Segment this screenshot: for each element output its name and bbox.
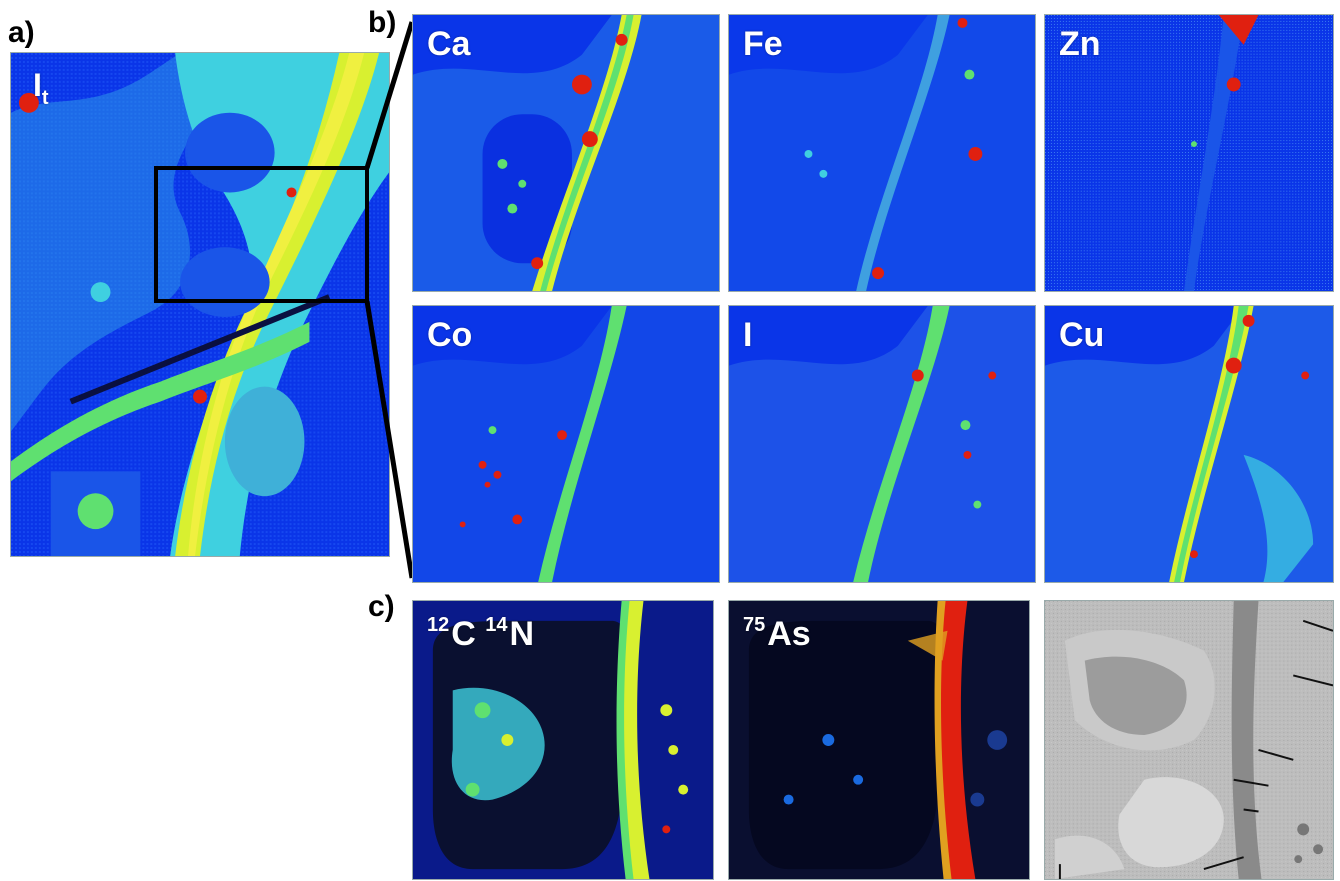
isotope-mass-n: 14 [485, 614, 508, 636]
element-map-image [413, 15, 719, 291]
map-label-zn: Zn [1059, 25, 1101, 63]
figure-caption-fragment [0, 0, 470, 14]
element-map-image [729, 15, 1035, 291]
map-label-ca: Ca [427, 25, 471, 63]
map-label-it-sub: t [41, 87, 49, 109]
element-map-i: I [728, 305, 1036, 583]
element-n: N [509, 615, 535, 653]
isotope-mass-c: 12 [427, 614, 450, 636]
map-label-fe: Fe [743, 25, 783, 63]
map-label-it: It [33, 69, 49, 108]
element-map-co: Co [412, 305, 720, 583]
element-map-image [1045, 15, 1333, 291]
element-map-image [729, 601, 1029, 879]
element-c: C [451, 615, 476, 653]
map-label-cu: Cu [1059, 316, 1105, 354]
tem-micrograph-image [1045, 601, 1333, 879]
panel-letter-a: a) [8, 16, 35, 49]
panel-letter-b: b) [368, 6, 397, 39]
panel-letter-c: c) [368, 590, 395, 623]
transmission-map-a: It [10, 52, 390, 557]
element-map-image [1045, 306, 1333, 582]
element-map-image [413, 601, 713, 879]
isotope-mass-as: 75 [743, 614, 766, 636]
element-map-zn: Zn [1044, 14, 1334, 292]
tem-micrograph [1044, 600, 1334, 880]
map-label-cn: 12C 14N [427, 615, 534, 651]
element-map-ca: Ca [412, 14, 720, 292]
element-as: As [767, 615, 811, 653]
element-map-image [729, 306, 1035, 582]
element-map-image [413, 306, 719, 582]
map-label-as: 75As [743, 615, 811, 651]
map-label-it-main: I [33, 67, 42, 103]
map-label-i: I [743, 316, 753, 354]
nanosims-map-as: 75As [728, 600, 1030, 880]
nanosims-map-cn: 12C 14N [412, 600, 714, 880]
element-map-cu: Cu [1044, 305, 1334, 583]
map-label-co: Co [427, 316, 473, 354]
element-map-fe: Fe [728, 14, 1036, 292]
transmission-map-image [11, 53, 389, 556]
